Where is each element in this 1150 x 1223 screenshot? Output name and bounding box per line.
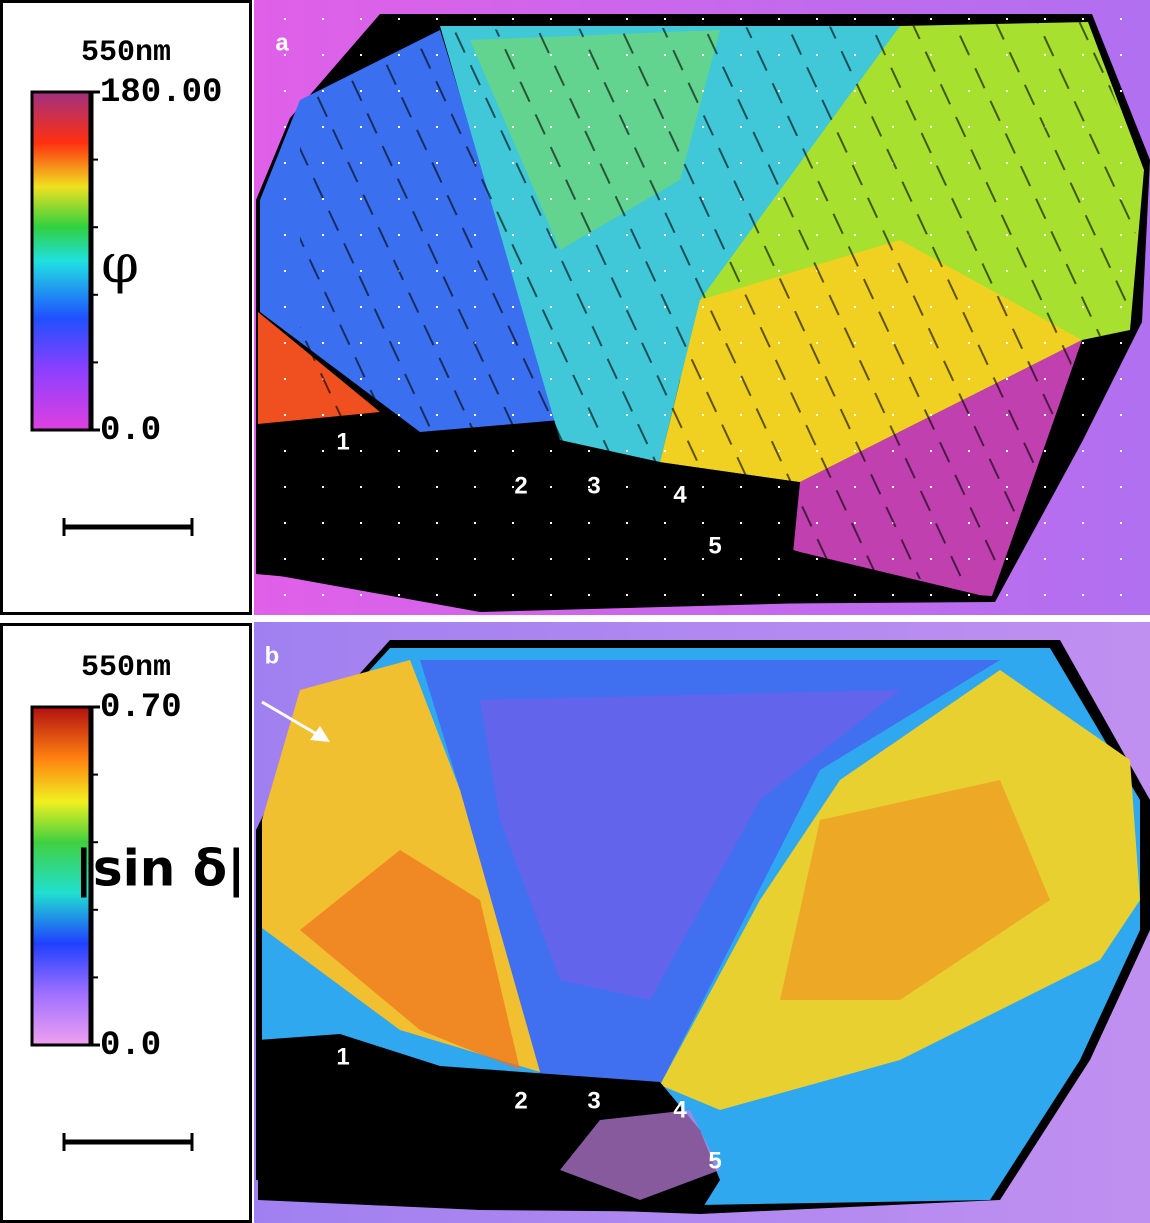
site-label: 1 xyxy=(336,428,349,455)
site-label: 5 xyxy=(708,532,721,559)
site-label: 5 xyxy=(708,1147,721,1174)
figure: 550nm0.0180.00φa12345550nm0.00.70|sin δ|… xyxy=(0,0,1150,1223)
wavelength-label: 550nm xyxy=(81,651,171,685)
colorbar-tick-label: 0.0 xyxy=(100,1027,161,1065)
panel-letter: b xyxy=(265,642,280,669)
colorbar-tick-label: 180.00 xyxy=(100,74,222,112)
image-a xyxy=(254,0,1150,615)
panel-letter: a xyxy=(275,29,289,56)
colorbar xyxy=(32,92,90,430)
site-label: 2 xyxy=(514,1087,527,1114)
colorbar-tick-label: 0.70 xyxy=(100,689,182,727)
image-b xyxy=(254,622,1150,1223)
site-label: 4 xyxy=(673,481,687,508)
colorbar-tick-label: 0.0 xyxy=(100,412,161,450)
site-label: 4 xyxy=(673,1096,687,1123)
site-label: 3 xyxy=(587,1087,600,1114)
wavelength-label: 550nm xyxy=(81,36,171,70)
site-label: 2 xyxy=(514,472,527,499)
page: {"panels": [ {"letter": "a", "wavelength… xyxy=(0,0,1150,1223)
site-label: 1 xyxy=(336,1043,349,1070)
site-label: 3 xyxy=(587,472,600,499)
quantity-label: |sin δ| xyxy=(75,840,246,898)
quantity-label: φ xyxy=(101,232,139,295)
